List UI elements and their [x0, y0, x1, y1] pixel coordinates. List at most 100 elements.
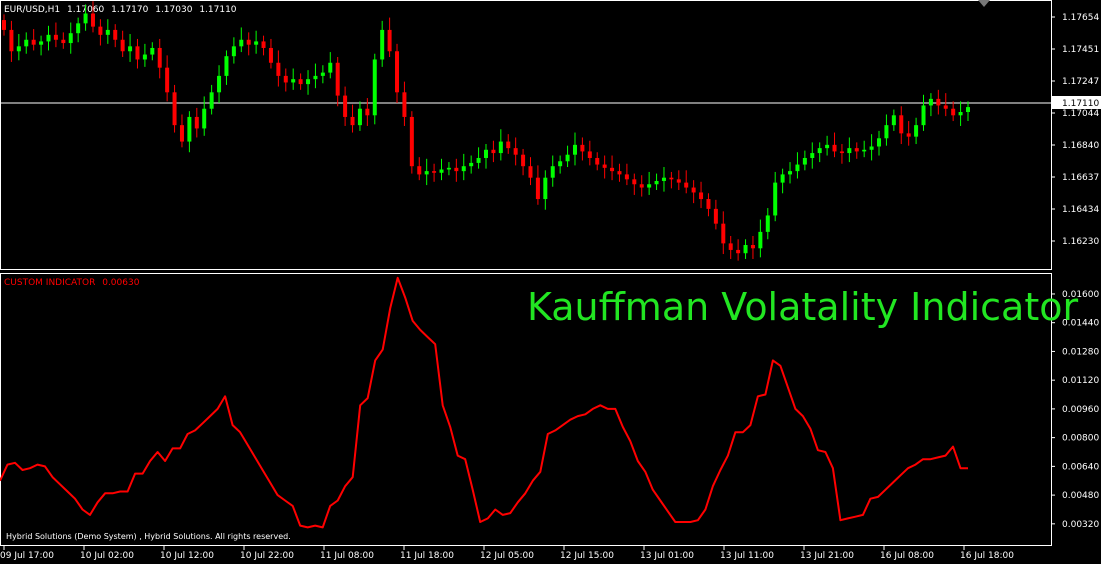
candle [966, 101, 970, 122]
candle-body [187, 116, 192, 142]
candle [558, 155, 563, 174]
candle [758, 219, 763, 258]
candle-body [624, 174, 629, 180]
candle [83, 4, 88, 31]
candle [157, 38, 162, 79]
candle [550, 155, 555, 187]
indicator-tick-label: 0.01120 [1062, 376, 1099, 386]
candle-body [506, 141, 511, 149]
candle-body [595, 157, 600, 165]
candle-body [357, 108, 362, 126]
candle [320, 65, 325, 84]
time-tick-label: 12 Jul 15:00 [560, 551, 614, 561]
candle-body [283, 75, 288, 83]
candle [699, 181, 704, 209]
candle-body [254, 41, 259, 45]
indicator-tick-label: 0.00800 [1062, 434, 1099, 444]
candle [943, 93, 948, 117]
time-tick-label: 16 Jul 08:00 [880, 551, 934, 561]
candle-body [417, 166, 422, 175]
candle [854, 142, 859, 159]
candle [602, 155, 607, 179]
candle [313, 63, 318, 89]
candle-body [884, 125, 889, 139]
candle-body [61, 39, 66, 44]
candle-body [217, 75, 222, 93]
candle-body [832, 144, 837, 152]
candle [283, 68, 288, 92]
candle [580, 137, 585, 161]
candle-body [395, 51, 400, 93]
candle [254, 30, 259, 54]
candle [417, 157, 422, 181]
price-tick-label: 1.17654 [1062, 13, 1099, 23]
candle-body [676, 179, 681, 183]
candle-body [2, 20, 6, 30]
candle [877, 130, 882, 156]
candle-body [921, 105, 926, 126]
candle-body [68, 33, 73, 44]
indicator-axis: 0.01600 0.01440 0.01280 0.01120 0.00960 0.008… [1051, 290, 1099, 530]
candle [839, 144, 844, 164]
candle-body [31, 39, 36, 45]
indicator-tick-label: 0.00320 [1062, 520, 1099, 530]
time-tick-label: 13 Jul 11:00 [720, 551, 774, 561]
candle [454, 158, 459, 182]
candle [446, 162, 451, 176]
price-tick-label: 1.16637 [1062, 173, 1099, 183]
candle [647, 171, 652, 195]
candle-body [313, 75, 318, 80]
candle [765, 208, 770, 240]
price-tick-label: 1.16230 [1062, 237, 1099, 247]
candle-body [647, 184, 652, 188]
candle [928, 93, 933, 117]
candle [498, 129, 503, 161]
candle [276, 50, 281, 87]
indicator-label: CUSTOM INDICATOR 0.00630 [4, 278, 140, 288]
candle-body [484, 149, 488, 158]
candle-body [194, 116, 199, 129]
candle-body [528, 166, 533, 178]
candle-body [721, 223, 726, 244]
candle [268, 38, 273, 69]
candle-body [454, 167, 459, 172]
candle-body [172, 92, 177, 126]
candle-body [521, 154, 526, 167]
candle [780, 168, 785, 194]
price-tick-label: 1.17044 [1062, 109, 1099, 119]
candle [862, 140, 867, 158]
candle [16, 34, 21, 61]
candle [365, 98, 370, 126]
candle-body [446, 167, 451, 170]
candle-body [817, 148, 822, 154]
scroll-marker-icon[interactable] [978, 0, 990, 7]
candle-body [135, 46, 140, 60]
candle-body [550, 166, 555, 178]
candle-body [706, 199, 711, 209]
current-price-label: 1.17110 [1062, 99, 1099, 109]
indicator-tick-label: 0.00480 [1062, 491, 1099, 501]
candle [120, 30, 125, 58]
candle-body [90, 13, 95, 27]
candle-body [691, 187, 696, 193]
symbol-header: EUR/USD,H1 1.17060 1.17170 1.17030 1.171… [4, 5, 237, 15]
candle [298, 73, 303, 90]
candle-body [802, 157, 807, 165]
candle-body [928, 98, 933, 106]
candle [521, 148, 526, 176]
candle-body [810, 153, 815, 158]
candle [869, 134, 874, 161]
time-tick-label: 10 Jul 22:00 [240, 551, 294, 561]
candle-body [639, 184, 644, 188]
candle [372, 53, 377, 125]
candle [773, 171, 778, 222]
candle [68, 22, 73, 54]
candle-body [291, 79, 296, 83]
candle-body [320, 72, 325, 76]
candle [2, 14, 6, 36]
time-tick-label: 12 Jul 05:00 [480, 551, 534, 561]
candle [810, 142, 815, 169]
candle [261, 35, 266, 56]
candle [528, 157, 533, 186]
candle [936, 89, 941, 115]
